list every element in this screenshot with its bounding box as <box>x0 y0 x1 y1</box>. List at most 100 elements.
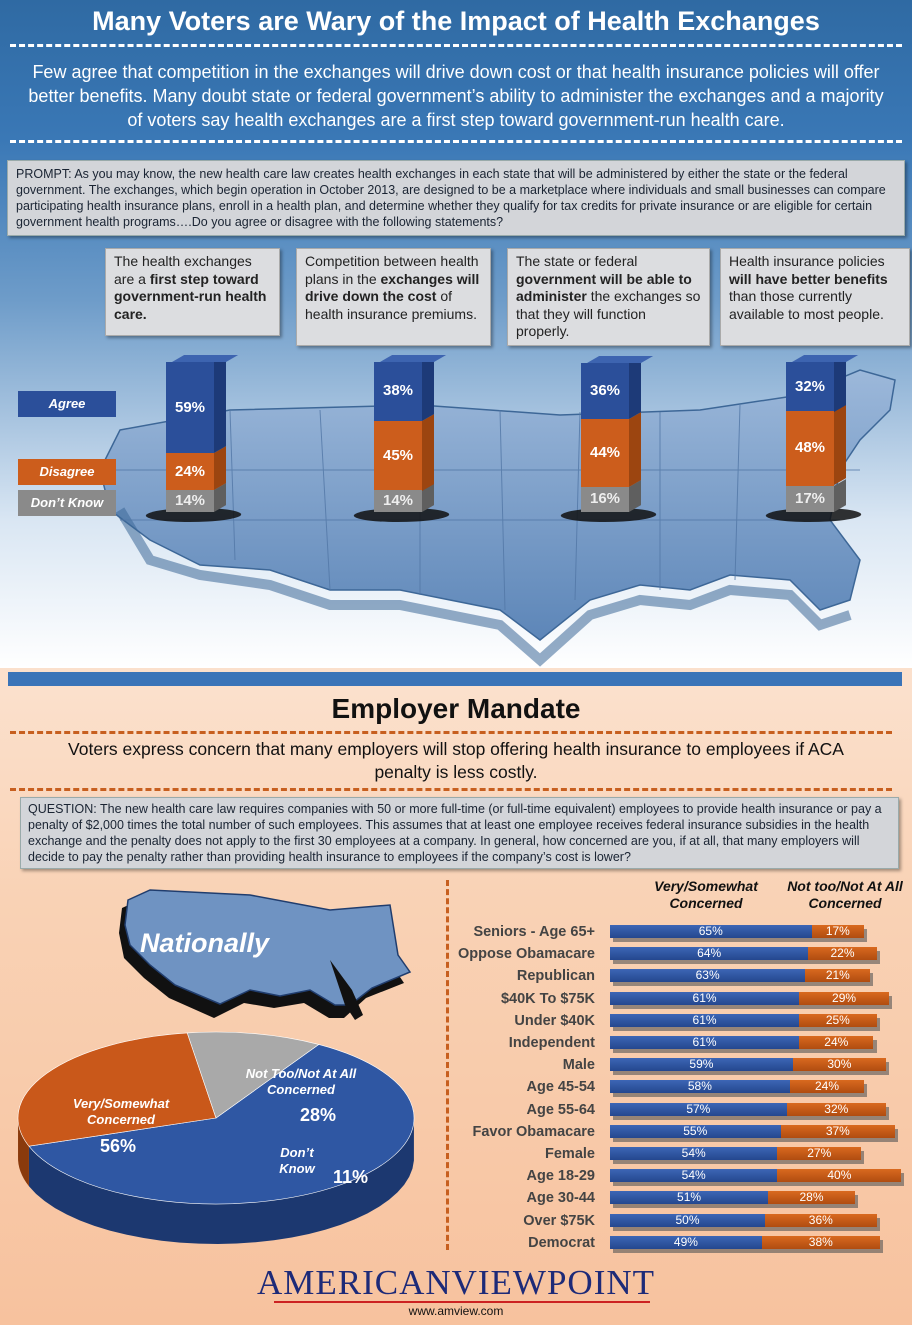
bar-concerned: 50% <box>610 1213 765 1227</box>
bar-segment-dont-know: 14% <box>374 490 422 512</box>
question-box: QUESTION: The new health care law requir… <box>20 797 899 869</box>
statement-text: of health insurance premiums. <box>305 288 477 322</box>
bar-concerned: 58% <box>610 1080 790 1094</box>
statement-2: Competition between health plans in the … <box>296 248 491 346</box>
nationally-label: Nationally <box>140 928 270 958</box>
statement-text: Health insurance policies <box>729 253 885 269</box>
footer-url: www.amview.com <box>408 1304 504 1318</box>
bar-concerned: 61% <box>610 1036 800 1049</box>
statement-text: The health exchanges are a <box>114 253 252 287</box>
pie-slice-not-concerned <box>17 1032 217 1147</box>
pie-label-dont-know: Don’t Know <box>279 1145 315 1176</box>
bar-segment-disagree: 44% <box>581 419 629 488</box>
pie-value-dont-know: 11% <box>333 1167 369 1187</box>
bar-not-concerned: 40% <box>777 1169 902 1183</box>
segment-label: Democrat <box>528 1234 595 1251</box>
segment-label: Female <box>545 1146 595 1162</box>
bar-concerned: 61% <box>610 991 800 1005</box>
bar-concerned: 51% <box>610 1191 769 1205</box>
bar-not-concerned: 38% <box>761 1235 880 1249</box>
bar-not-concerned: 22% <box>808 947 877 961</box>
statement-1: The health exchanges are a first step to… <box>105 248 280 336</box>
bar-concerned: 49% <box>610 1235 762 1249</box>
segment-label: Age 18-29 <box>526 1168 595 1185</box>
legend-agree: Agree <box>18 391 116 417</box>
bar-not-concerned: 21% <box>805 969 871 983</box>
bar-segment-disagree: 48% <box>786 411 834 486</box>
bar-concerned: 59% <box>610 1058 793 1072</box>
statement-4: Health insurance policies will have bett… <box>720 248 910 346</box>
vertical-divider <box>446 880 449 1250</box>
statement-text: Competition between health plans in the <box>305 253 479 287</box>
legend-disagree: Disagree <box>18 459 116 485</box>
bar-segment-agree: 59% <box>166 361 214 454</box>
statement-text: The state or federal <box>516 253 638 269</box>
bar-concerned: 65% <box>610 925 812 938</box>
bar-not-concerned: 30% <box>792 1058 886 1072</box>
statement-emphasis: government will be able to administer <box>516 270 692 305</box>
segment-label: Male <box>562 1057 595 1074</box>
section-title: Employer Mandate <box>331 693 581 724</box>
bar-not-concerned: 24% <box>789 1080 865 1094</box>
segment-label: $40K To $75K <box>500 990 595 1007</box>
bar-segment-dont-know: 14% <box>166 490 214 512</box>
bar-concerned: 64% <box>610 947 809 961</box>
pie-slice-not-concerned-side <box>18 1116 29 1187</box>
bar-segment-agree: 36% <box>581 363 629 419</box>
statement-emphasis: first step toward government-run health … <box>114 270 267 322</box>
bar-not-concerned: 29% <box>799 991 889 1005</box>
bar-not-concerned: 24% <box>799 1036 874 1049</box>
bar-concerned: 57% <box>610 1102 787 1116</box>
pie-slice-concerned-side <box>28 1120 414 1244</box>
legend-dont-know: Don’t Know <box>18 490 116 516</box>
segment-label: Age 30-44 <box>526 1190 595 1207</box>
pie-value-not-concerned: 28% <box>300 1105 337 1125</box>
bar-segment-disagree: 24% <box>166 453 214 491</box>
section-subtitle: Voters express concern that many employe… <box>68 739 844 782</box>
page-subtitle: Few agree that competition in the exchan… <box>28 62 884 130</box>
bar-not-concerned: 37% <box>780 1124 896 1138</box>
column-header-not-concerned: Not too/Not At All Concerned <box>787 878 903 911</box>
pie-slice-dont-know <box>186 1031 320 1119</box>
statement-text: the exchanges so that they will function… <box>516 288 701 339</box>
bar-not-concerned: 27% <box>777 1147 862 1160</box>
divider <box>10 44 902 47</box>
segment-label: Over $75K <box>523 1212 595 1229</box>
statement-emphasis: will have better benefits <box>729 270 888 287</box>
pie-label-not-concerned: Not Too/Not At All Concerned <box>245 1066 357 1097</box>
bar-concerned: 63% <box>610 969 806 983</box>
page-title: Many Voters are Wary of the Impact of He… <box>92 6 820 36</box>
bar-segment-agree: 32% <box>786 361 834 412</box>
pie-value-concerned: 56% <box>100 1136 137 1156</box>
bar-not-concerned: 17% <box>811 925 865 938</box>
statement-text: than those currently available to most p… <box>729 288 884 322</box>
bar-segment-dont-know: 16% <box>581 487 629 512</box>
prompt-box: PROMPT: As you may know, the new health … <box>7 160 905 236</box>
segment-label: Age 45-54 <box>526 1079 595 1096</box>
bar-concerned: 61% <box>610 1013 800 1027</box>
column-header-concerned: Very/Somewhat Concerned <box>654 878 758 911</box>
segment-label: Age 55-64 <box>526 1101 595 1118</box>
section-divider-bar <box>8 672 902 686</box>
segment-label: Favor Obamacare <box>472 1123 595 1140</box>
pie-slice-concerned <box>28 1044 415 1205</box>
bar-not-concerned: 32% <box>786 1102 886 1116</box>
segment-label: Oppose Obamacare <box>458 946 595 963</box>
logo-underline <box>274 1301 650 1303</box>
bar-concerned: 54% <box>610 1169 778 1183</box>
segment-label: Seniors - Age 65+ <box>473 924 595 940</box>
bar-not-concerned: 36% <box>765 1213 877 1227</box>
divider <box>10 731 892 734</box>
bar-concerned: 55% <box>610 1124 781 1138</box>
statement-emphasis: exchanges will drive down the cost <box>305 270 480 305</box>
divider <box>10 788 892 791</box>
segment-label: Independent <box>508 1035 595 1051</box>
segment-label: Republican <box>516 968 595 985</box>
segment-label: Under $40K <box>514 1012 595 1029</box>
bar-segment-disagree: 45% <box>374 420 422 491</box>
pie-label-concerned: Very/Somewhat Concerned <box>72 1096 170 1127</box>
american-viewpoint-logo: AMERICANVIEWPOINT <box>256 1263 656 1302</box>
bar-segment-agree: 38% <box>374 361 422 421</box>
bar-concerned: 54% <box>610 1147 778 1160</box>
